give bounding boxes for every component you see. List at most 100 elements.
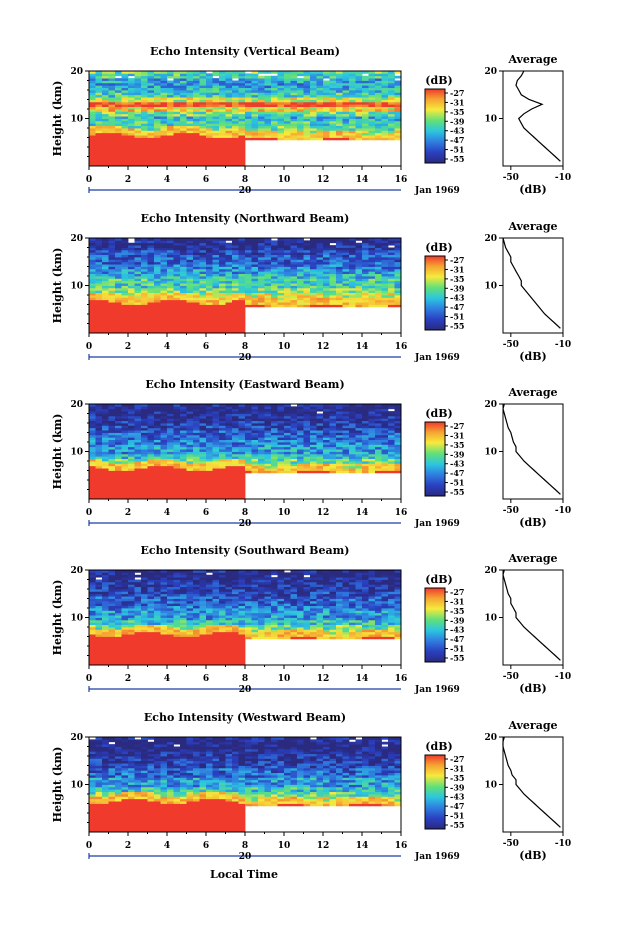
heatmap-cell (290, 283, 298, 286)
heatmap-cell (316, 104, 324, 108)
heatmap-cell (193, 252, 200, 256)
heatmap-cell (251, 90, 259, 93)
heatmap-cell (219, 80, 226, 84)
heatmap-cell (102, 465, 109, 469)
heatmap-cell (381, 271, 389, 275)
heatmap-cell (290, 245, 298, 248)
heatmap-cell (238, 130, 246, 134)
heatmap-cell (232, 106, 239, 110)
heatmap-cell (323, 276, 330, 279)
heatmap-cell (225, 92, 233, 96)
heatmap-cell (258, 101, 265, 105)
heatmap-cell (180, 475, 187, 479)
heatmap-cell (180, 295, 187, 298)
heatmap-cell (336, 94, 343, 98)
heatmap-cell (173, 78, 181, 81)
heatmap-cell (89, 323, 96, 327)
heatmap-cell (290, 259, 298, 263)
heatmap-cell (258, 439, 265, 443)
heatmap-cell (238, 259, 246, 263)
heatmap-cell (180, 480, 187, 483)
heatmap-cell (323, 415, 330, 419)
heatmap-cell (349, 276, 356, 279)
heatmap-cell (115, 132, 122, 136)
heatmap-cell (349, 123, 356, 127)
heatmap-cell (108, 468, 116, 471)
heatmap-cell (297, 92, 304, 96)
heatmap-cell (303, 280, 311, 284)
heatmap-cell (173, 238, 181, 241)
heatmap-cell (141, 491, 148, 495)
heatmap-cell (238, 477, 246, 481)
heatmap-cell (186, 404, 194, 407)
heatmap-cell (173, 271, 181, 275)
heatmap-cell (193, 116, 200, 119)
heatmap-cell (108, 494, 116, 498)
heatmap-cell (167, 242, 174, 246)
heatmap-cell (206, 161, 213, 165)
heatmap-cell (186, 480, 194, 483)
heatmap-cell (193, 163, 200, 167)
heatmap-cell (264, 461, 272, 464)
heatmap-cell (108, 156, 116, 160)
heatmap-cell (245, 430, 252, 433)
heatmap-cell (349, 99, 356, 103)
heatmap-cell (147, 456, 155, 460)
heatmap-cell (381, 292, 389, 296)
heatmap-cell (108, 130, 116, 134)
heatmap-cell (297, 468, 304, 471)
heatmap-cell (167, 420, 174, 424)
heatmap-cell (362, 458, 369, 462)
heatmap-cell (147, 75, 155, 79)
heatmap-cell (219, 444, 226, 448)
heatmap-cell (349, 85, 356, 89)
heatmap-cell (290, 444, 298, 448)
heatmap-cell (271, 254, 278, 258)
heatmap-cell (180, 116, 187, 119)
heatmap-cell (368, 406, 376, 410)
heatmap-cell (147, 71, 155, 74)
heatmap-cell (180, 125, 187, 129)
heatmap-cell (271, 106, 278, 110)
heatmap-cell (368, 444, 376, 448)
heatmap-cell (375, 135, 382, 138)
heatmap-cell (199, 132, 207, 136)
heatmap-cell (245, 109, 252, 112)
heatmap-cell (245, 90, 252, 93)
heatmap-cell (167, 94, 174, 98)
heatmap-cell (128, 468, 135, 471)
heatmap-cell (141, 242, 148, 246)
heatmap-cell (134, 273, 142, 277)
heatmap-cell (219, 128, 226, 131)
heatmap-cell (336, 268, 343, 272)
heatmap-cell (108, 142, 116, 146)
heatmap-cell (349, 420, 356, 424)
heatmap-cell (297, 442, 304, 445)
heatmap-cell (251, 470, 259, 474)
heatmap-cell (362, 271, 369, 275)
heatmap-cell (290, 268, 298, 272)
heatmap-cell (303, 413, 311, 417)
heatmap-cell (186, 151, 194, 155)
heatmap-cell (89, 75, 96, 79)
heatmap-cell (336, 273, 343, 277)
heatmap-cell (388, 259, 395, 263)
heatmap-cell (212, 113, 220, 117)
heatmap-cell (323, 427, 330, 431)
heatmap-cell (212, 290, 220, 294)
heatmap-cell (271, 104, 278, 108)
heatmap-cell (368, 247, 376, 251)
heatmap-cell (95, 475, 103, 479)
heatmap-cell (336, 252, 343, 256)
heatmap-cell (219, 487, 226, 490)
heatmap-cell (186, 278, 194, 282)
heatmap-cell (381, 280, 389, 284)
heatmap-cell (342, 292, 350, 296)
heatmap-cell (219, 285, 226, 289)
heatmap-cell (134, 245, 142, 248)
heatmap-cell (173, 446, 181, 450)
heatmap-cell (128, 487, 135, 490)
heatmap-cell (238, 147, 246, 150)
heatmap-cell (349, 80, 356, 84)
heatmap-cell (160, 82, 168, 86)
